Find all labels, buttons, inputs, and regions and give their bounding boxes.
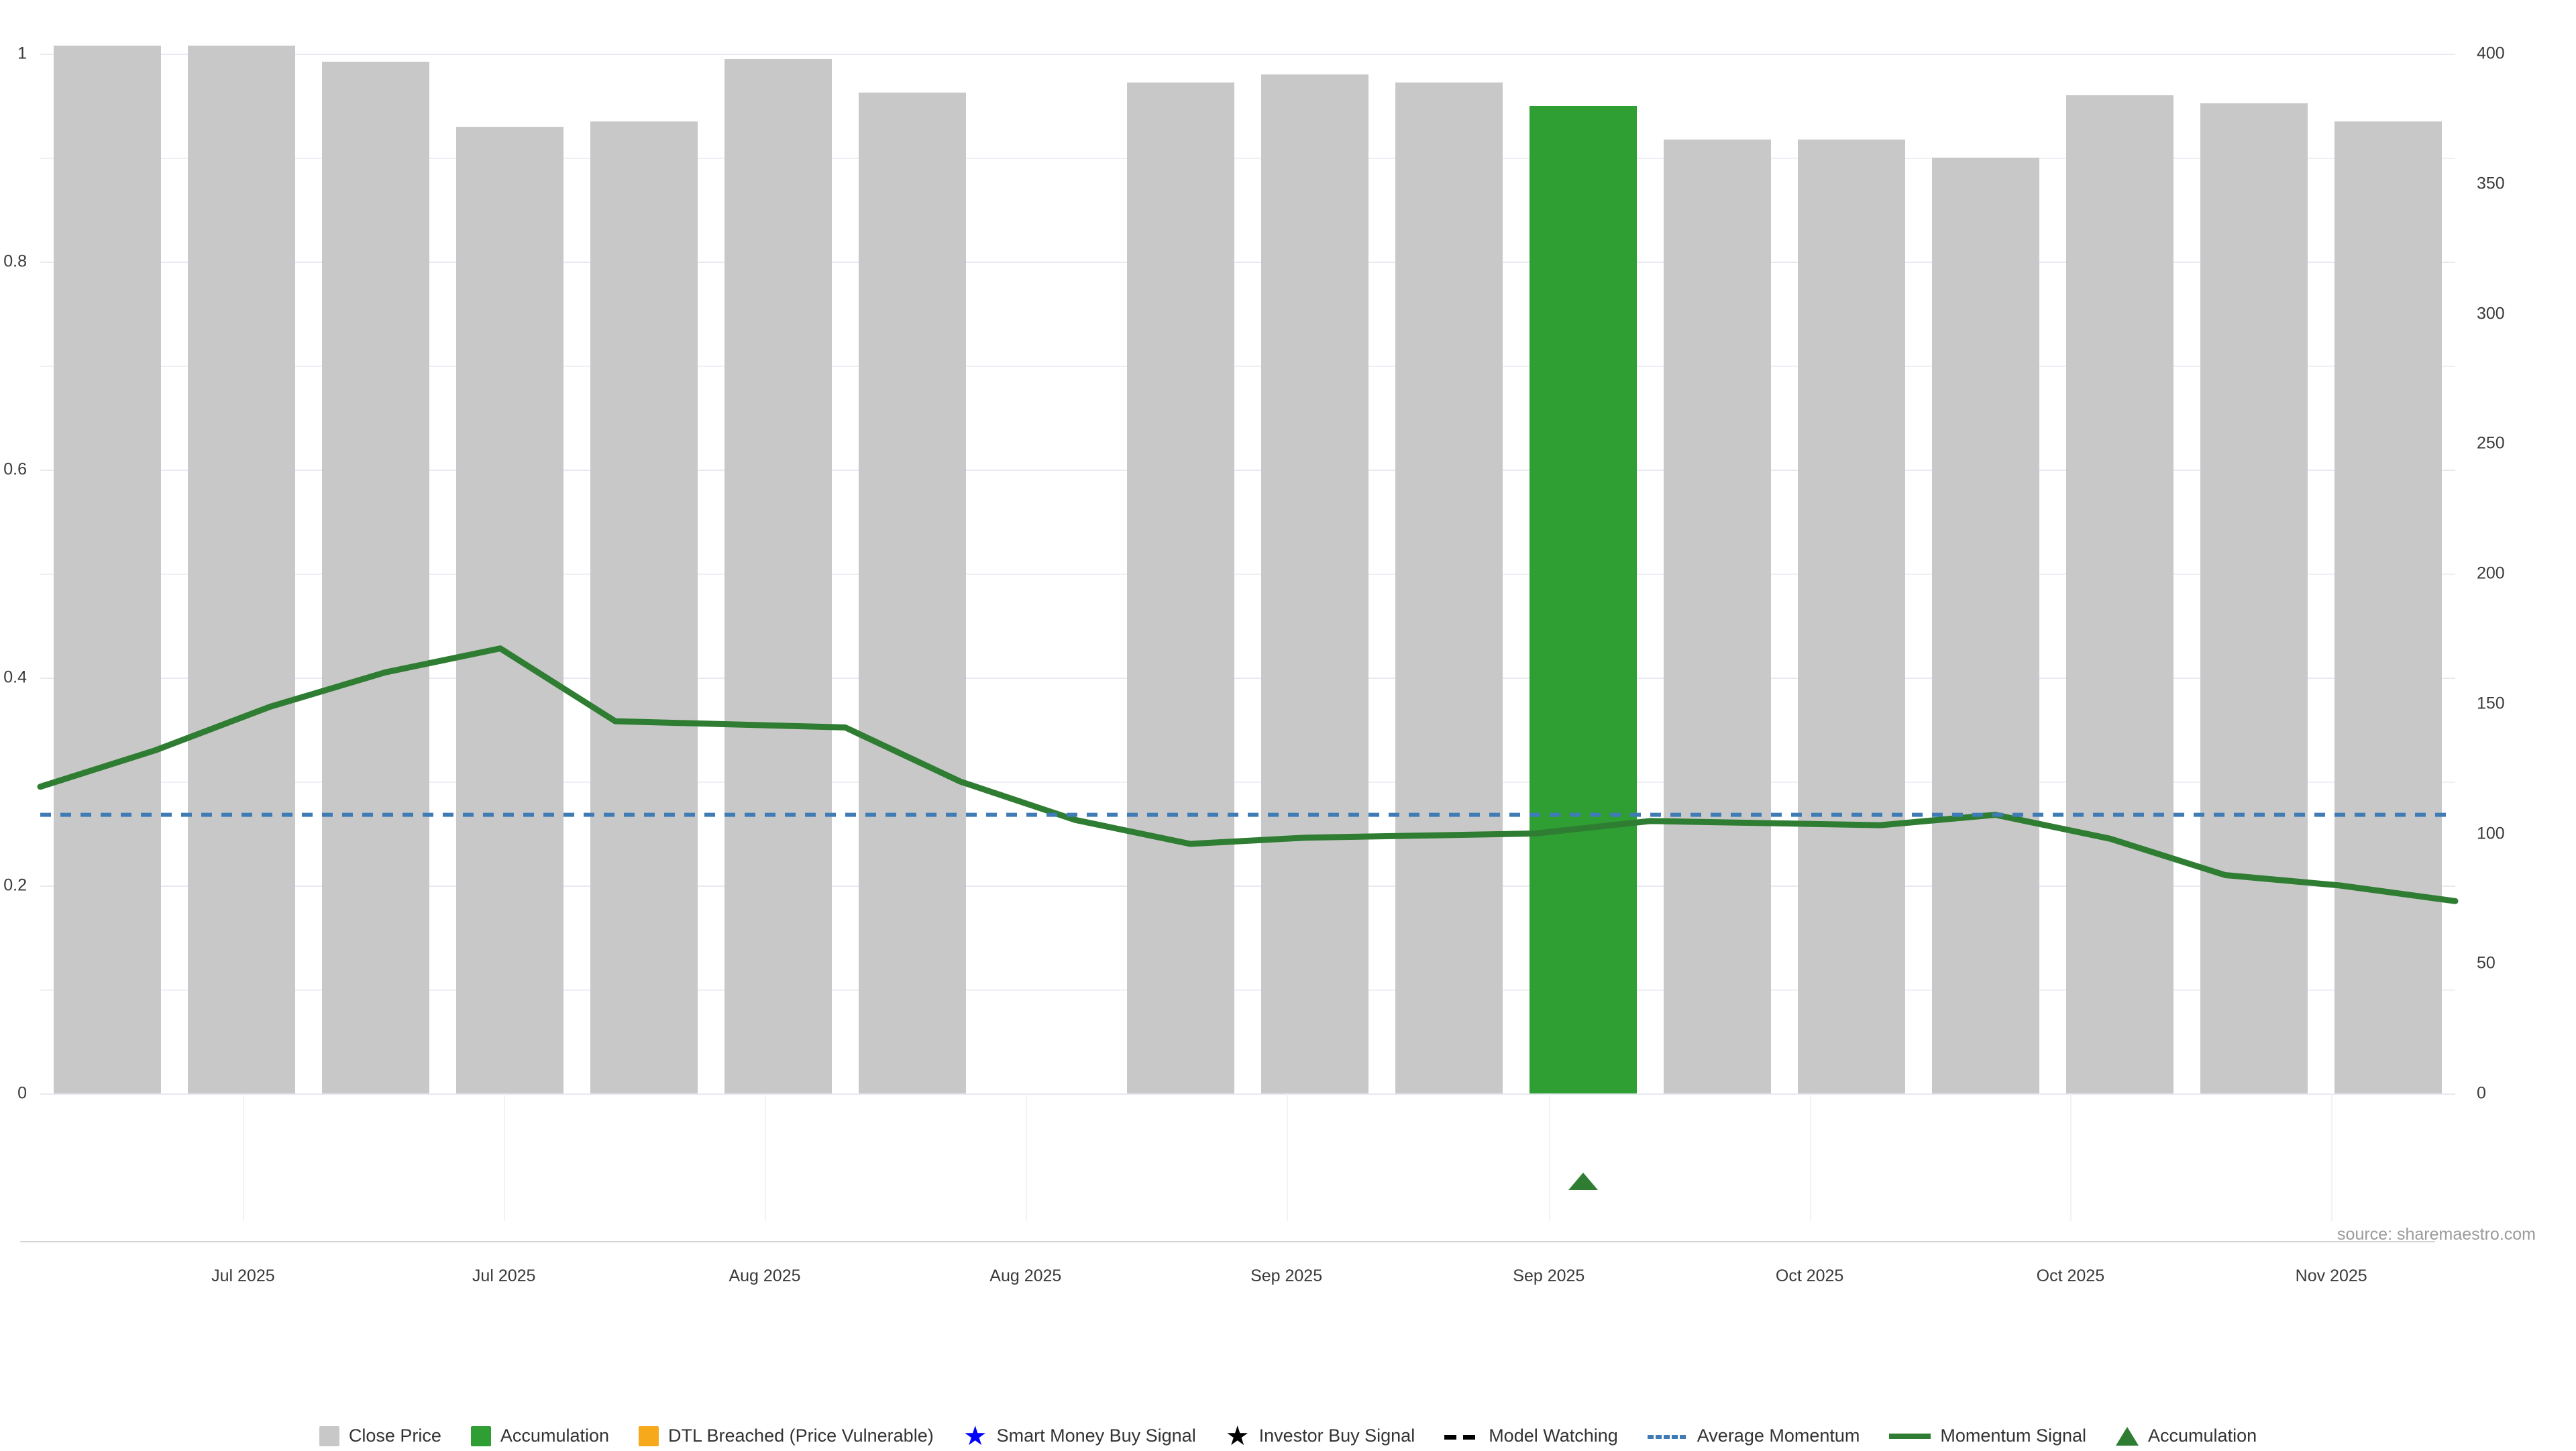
x-axis-tick bbox=[243, 1093, 245, 1221]
bar-close-price bbox=[2200, 103, 2308, 1093]
y-axis-right-tick: 350 bbox=[2477, 174, 2505, 193]
x-axis-tick bbox=[765, 1093, 766, 1221]
bar-close-price bbox=[590, 121, 698, 1093]
x-axis-label: Oct 2025 bbox=[2036, 1267, 2105, 1285]
bar-close-price bbox=[2066, 95, 2174, 1093]
y-axis-right-tick: 250 bbox=[2477, 433, 2505, 453]
x-axis-tick bbox=[1286, 1093, 1288, 1221]
y-axis-left-tick: 0.2 bbox=[3, 875, 27, 895]
bar-close-price bbox=[2334, 121, 2442, 1093]
y-axis-left-tick: 0.6 bbox=[3, 460, 27, 479]
legend-label: Accumulation bbox=[2148, 1426, 2257, 1446]
gridline bbox=[40, 470, 2455, 471]
x-axis-label: Aug 2025 bbox=[729, 1267, 801, 1285]
square-swatch-icon bbox=[470, 1426, 491, 1446]
legend-average-momentum[interactable]: Average Momentum bbox=[1647, 1426, 1860, 1446]
x-axis-tick bbox=[1548, 1093, 1550, 1221]
gridline bbox=[40, 262, 2455, 263]
bar-close-price bbox=[1932, 158, 2039, 1093]
x-axis-tick bbox=[1025, 1093, 1027, 1221]
bar-accumulation bbox=[1529, 105, 1637, 1093]
legend-label: Investor Buy Signal bbox=[1258, 1426, 1415, 1446]
plot-inner bbox=[40, 46, 2455, 1095]
y-axis-right-tick: 0 bbox=[2477, 1083, 2486, 1103]
x-axis-label: Oct 2025 bbox=[1775, 1267, 1844, 1285]
line-overlay bbox=[37, 645, 2459, 904]
dotted-line-icon bbox=[1647, 1426, 1688, 1446]
legend-label: Close Price bbox=[348, 1426, 441, 1446]
legend-accumulation-bar[interactable]: Accumulation bbox=[470, 1426, 610, 1446]
gridline bbox=[40, 678, 2455, 679]
bar-close-price bbox=[1395, 82, 1503, 1093]
y-axis-left-tick: 0.8 bbox=[3, 252, 27, 271]
x-axis-line bbox=[20, 1241, 2435, 1242]
star-icon: ★ bbox=[1225, 1421, 1250, 1451]
legend-label: Accumulation bbox=[500, 1426, 610, 1446]
bar-close-price bbox=[1127, 82, 1234, 1093]
chart-legend: Close Price Accumulation DTL Breached (Pri… bbox=[0, 1421, 2576, 1451]
square-swatch-icon bbox=[639, 1426, 659, 1446]
source-note: source: sharemaestro.com bbox=[2337, 1225, 2536, 1244]
gridline bbox=[40, 574, 2455, 575]
x-axis-label: Sep 2025 bbox=[1250, 1267, 1323, 1285]
star-icon: ★ bbox=[963, 1421, 987, 1451]
accumulation-triangle-marker bbox=[1568, 1173, 1598, 1190]
bar-close-price bbox=[188, 46, 295, 1093]
x-axis-tick bbox=[2070, 1093, 2072, 1221]
x-axis-tick bbox=[1809, 1093, 1811, 1221]
legend-investor-buy[interactable]: ★ Investor Buy Signal bbox=[1225, 1421, 1415, 1451]
y-axis-right-tick: 50 bbox=[2477, 953, 2496, 973]
x-axis-tick bbox=[2331, 1093, 2333, 1221]
x-axis-label: Sep 2025 bbox=[1513, 1267, 1585, 1285]
bar-close-price bbox=[1798, 139, 1905, 1093]
gridline bbox=[40, 989, 2455, 991]
y-axis-right-tick: 100 bbox=[2477, 824, 2505, 843]
legend-model-watching[interactable]: Model Watching bbox=[1444, 1426, 1618, 1446]
gridline bbox=[40, 158, 2455, 159]
legend-dtl-breached[interactable]: DTL Breached (Price Vulnerable) bbox=[639, 1426, 934, 1446]
legend-label: Momentum Signal bbox=[1940, 1426, 2087, 1446]
x-axis-label: Jul 2025 bbox=[472, 1267, 536, 1285]
bar-close-price bbox=[54, 46, 161, 1093]
legend-accumulation-marker[interactable]: Accumulation bbox=[2116, 1426, 2257, 1446]
legend-label: Smart Money Buy Signal bbox=[996, 1426, 1196, 1446]
y-axis-right-tick: 400 bbox=[2477, 44, 2505, 63]
legend-momentum-signal[interactable]: Momentum Signal bbox=[1889, 1426, 2086, 1446]
y-axis-right-tick: 200 bbox=[2477, 563, 2505, 583]
y-axis-left-tick: 0 bbox=[17, 1083, 27, 1103]
legend-label: DTL Breached (Price Vulnerable) bbox=[668, 1426, 934, 1446]
gridline bbox=[40, 366, 2455, 367]
y-axis-right-tick: 300 bbox=[2477, 304, 2505, 323]
bar-close-price bbox=[859, 93, 966, 1093]
x-axis-tick bbox=[504, 1093, 506, 1221]
solid-line-icon bbox=[1889, 1426, 1931, 1446]
bar-close-price bbox=[322, 61, 429, 1093]
x-axis-label: Nov 2025 bbox=[2295, 1267, 2367, 1285]
bar-close-price bbox=[456, 126, 564, 1093]
y-axis-left-tick: 0.4 bbox=[3, 667, 27, 687]
y-axis-right-tick: 150 bbox=[2477, 694, 2505, 713]
legend-close-price[interactable]: Close Price bbox=[319, 1426, 441, 1446]
square-swatch-icon bbox=[319, 1426, 339, 1446]
gridline bbox=[40, 885, 2455, 887]
momentum-signal-line bbox=[37, 645, 2459, 904]
legend-label: Model Watching bbox=[1489, 1426, 1618, 1446]
bar-close-price bbox=[724, 58, 832, 1093]
legend-smart-money[interactable]: ★ Smart Money Buy Signal bbox=[963, 1421, 1196, 1451]
gridline bbox=[40, 782, 2455, 783]
triangle-icon bbox=[2116, 1426, 2139, 1446]
x-axis-label: Jul 2025 bbox=[211, 1267, 275, 1285]
x-axis-label: Aug 2025 bbox=[989, 1267, 1062, 1285]
bar-close-price bbox=[1664, 139, 1771, 1093]
gridline bbox=[40, 54, 2455, 55]
x-axis-tick-band bbox=[40, 1093, 2455, 1241]
bar-close-price bbox=[1261, 74, 1368, 1093]
legend-label: Average Momentum bbox=[1697, 1426, 1860, 1446]
gridline bbox=[40, 1093, 2455, 1095]
plot-area bbox=[37, 46, 2459, 1095]
y-axis-left-tick: 1 bbox=[17, 44, 27, 63]
dashed-line-icon bbox=[1444, 1426, 1479, 1446]
